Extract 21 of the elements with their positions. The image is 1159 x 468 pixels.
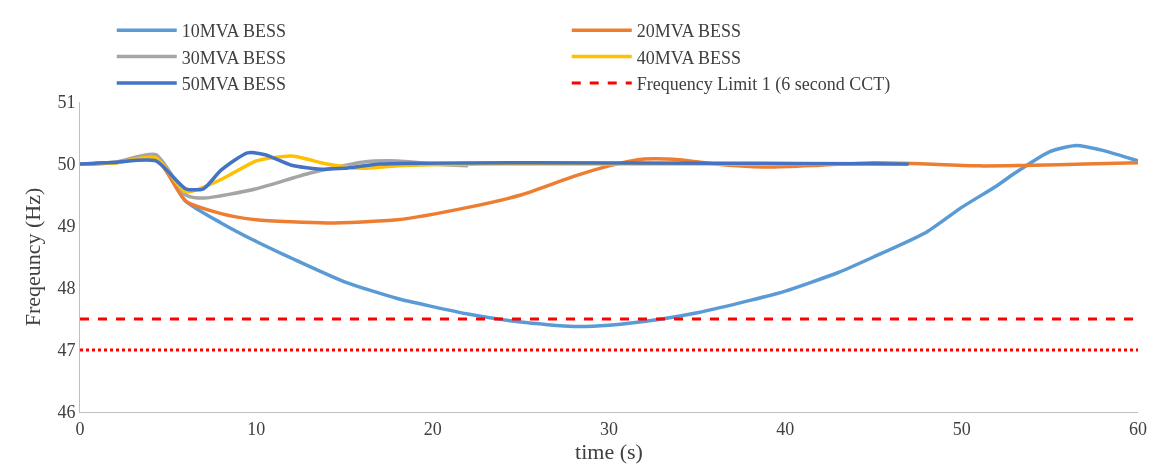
- y-tick-label: 51: [57, 92, 76, 113]
- x-tick-label: 60: [1129, 418, 1147, 439]
- x-tick-label: 20: [423, 418, 442, 439]
- y-tick-label: 48: [57, 278, 76, 299]
- x-tick-label: 10: [247, 418, 266, 439]
- y-tick-label: 50: [57, 154, 76, 175]
- y-tick-label: 49: [57, 216, 76, 237]
- legend-label: Frequency Limit 1 (6 second CCT): [636, 74, 891, 96]
- legend-label: 50MVA BESS: [181, 74, 286, 95]
- x-tick-label: 40: [776, 418, 795, 439]
- y-axis-title: Freqeuncy (Hz): [20, 187, 46, 327]
- x-tick-label: 50: [952, 418, 971, 439]
- x-axis-title: time (s): [575, 438, 643, 464]
- x-tick-label: 0: [75, 418, 85, 439]
- y-tick-label: 47: [57, 340, 76, 361]
- legend-label: 10MVA BESS: [181, 21, 286, 42]
- legend-label: 40MVA BESS: [636, 47, 741, 68]
- legend-label: 20MVA BESS: [636, 21, 741, 42]
- y-tick-label: 46: [57, 402, 76, 423]
- x-tick-label: 30: [600, 418, 618, 439]
- legend-label: 30MVA BESS: [181, 47, 286, 68]
